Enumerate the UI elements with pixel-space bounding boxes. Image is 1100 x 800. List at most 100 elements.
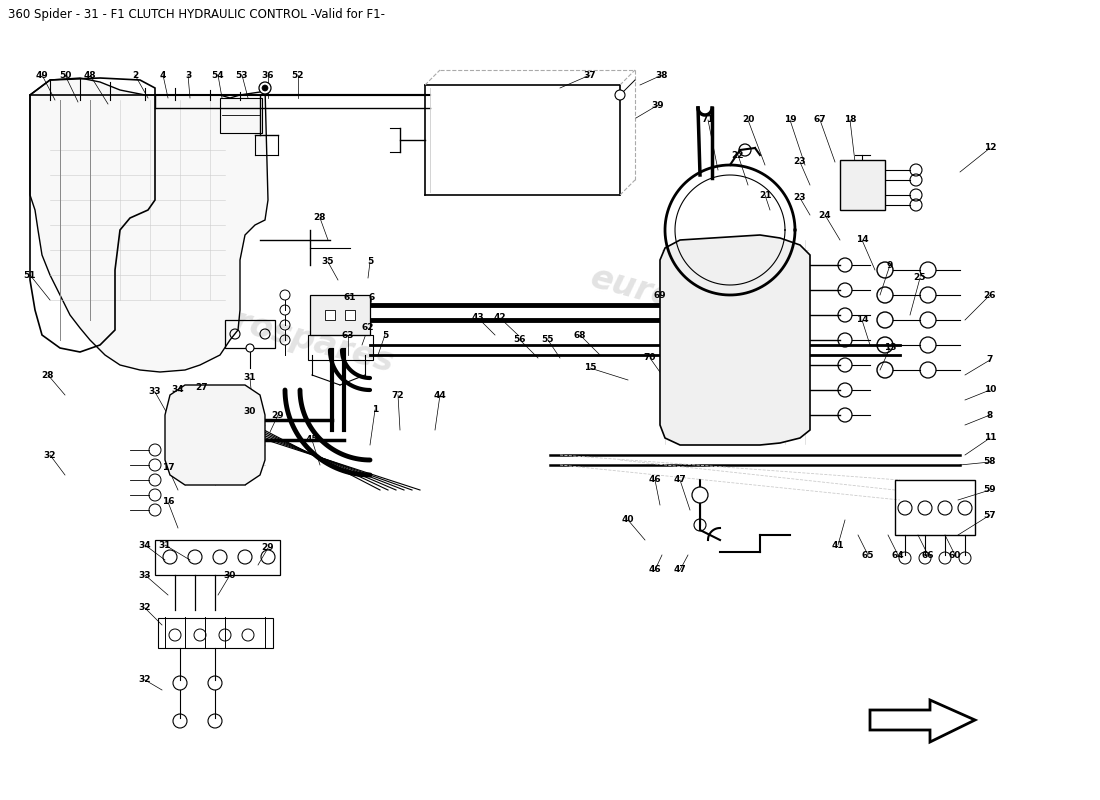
Text: 72: 72 (392, 390, 405, 399)
Text: 38: 38 (656, 70, 669, 79)
Text: eurospares: eurospares (185, 293, 398, 379)
Text: 47: 47 (673, 475, 686, 485)
Text: 27: 27 (196, 383, 208, 393)
Bar (308, 335, 373, 360)
Text: 24: 24 (818, 210, 832, 219)
Text: 9: 9 (887, 261, 893, 270)
Polygon shape (30, 78, 268, 372)
Bar (840, 160, 886, 210)
Circle shape (258, 82, 271, 94)
Text: 8: 8 (987, 410, 993, 419)
Text: 26: 26 (983, 290, 997, 299)
Text: 48: 48 (84, 70, 97, 79)
Circle shape (692, 487, 708, 503)
Text: 4: 4 (160, 70, 166, 79)
Circle shape (615, 90, 625, 100)
Text: 1: 1 (372, 406, 378, 414)
Text: 35: 35 (321, 258, 334, 266)
Text: 37: 37 (584, 70, 596, 79)
Text: 29: 29 (262, 543, 274, 553)
Text: 57: 57 (983, 510, 997, 519)
Text: 46: 46 (649, 566, 661, 574)
Text: 20: 20 (741, 115, 755, 125)
Text: 30: 30 (223, 570, 236, 579)
Text: 69: 69 (653, 290, 667, 299)
Text: 53: 53 (235, 70, 249, 79)
Bar (324, 310, 336, 320)
Text: 31: 31 (244, 374, 256, 382)
Text: 55: 55 (541, 335, 554, 345)
Text: 49: 49 (35, 70, 48, 79)
Text: 44: 44 (433, 390, 447, 399)
Text: 41: 41 (832, 541, 845, 550)
Text: 32: 32 (44, 450, 56, 459)
Text: 16: 16 (162, 498, 174, 506)
Polygon shape (165, 385, 265, 485)
Text: 32: 32 (139, 675, 152, 685)
Text: 18: 18 (844, 115, 856, 125)
Text: 34: 34 (139, 541, 152, 550)
Text: 22: 22 (732, 150, 745, 159)
Text: 62: 62 (362, 323, 374, 333)
Text: 21: 21 (759, 190, 771, 199)
Text: 63: 63 (342, 330, 354, 339)
Text: 70: 70 (644, 354, 657, 362)
Text: 68: 68 (574, 330, 586, 339)
Text: 47: 47 (673, 566, 686, 574)
Text: 34: 34 (172, 386, 185, 394)
Text: 66: 66 (922, 550, 934, 559)
Text: 10: 10 (983, 386, 997, 394)
Text: 50: 50 (58, 70, 72, 79)
Text: 360 Spider - 31 - F1 CLUTCH HYDRAULIC CONTROL -Valid for F1-: 360 Spider - 31 - F1 CLUTCH HYDRAULIC CO… (8, 8, 385, 21)
Text: 28: 28 (42, 370, 54, 379)
Text: 7: 7 (987, 355, 993, 365)
Text: 13: 13 (883, 343, 896, 353)
Text: 71: 71 (702, 115, 714, 125)
Text: 32: 32 (139, 603, 152, 613)
Text: 31: 31 (158, 541, 172, 550)
Text: 14: 14 (856, 315, 868, 325)
Text: 5: 5 (382, 330, 388, 339)
Text: 6: 6 (368, 294, 375, 302)
Text: 45: 45 (306, 435, 318, 445)
Polygon shape (870, 700, 975, 742)
Bar (310, 295, 370, 335)
Text: 11: 11 (983, 434, 997, 442)
Text: 64: 64 (892, 550, 904, 559)
Text: 33: 33 (148, 387, 162, 397)
Text: 29: 29 (272, 410, 284, 419)
Text: 59: 59 (983, 486, 997, 494)
Bar (155, 540, 280, 575)
Text: 54: 54 (211, 70, 224, 79)
Bar (158, 618, 273, 648)
Text: 28: 28 (314, 214, 327, 222)
Text: 61: 61 (343, 294, 356, 302)
Text: 2: 2 (132, 70, 139, 79)
Text: 43: 43 (472, 314, 484, 322)
Polygon shape (660, 235, 810, 445)
Text: 46: 46 (649, 475, 661, 485)
Text: 36: 36 (262, 70, 274, 79)
Bar (895, 480, 975, 535)
Text: 52: 52 (292, 70, 305, 79)
Bar (345, 310, 355, 320)
Text: 23: 23 (794, 158, 806, 166)
Bar (226, 320, 275, 348)
Text: 65: 65 (861, 550, 875, 559)
Text: 3: 3 (185, 70, 191, 79)
Text: 33: 33 (139, 570, 152, 579)
Text: 5: 5 (367, 258, 373, 266)
Text: 40: 40 (621, 515, 635, 525)
Text: 42: 42 (494, 314, 506, 322)
Text: 15: 15 (584, 363, 596, 373)
Text: eurospares: eurospares (586, 261, 800, 347)
Text: 51: 51 (24, 270, 36, 279)
Text: 12: 12 (983, 143, 997, 153)
Text: 30: 30 (244, 407, 256, 417)
Text: 56: 56 (514, 335, 526, 345)
Text: 25: 25 (914, 274, 926, 282)
Bar (220, 98, 262, 133)
Text: 23: 23 (794, 194, 806, 202)
Text: 67: 67 (814, 115, 826, 125)
Circle shape (262, 85, 268, 91)
